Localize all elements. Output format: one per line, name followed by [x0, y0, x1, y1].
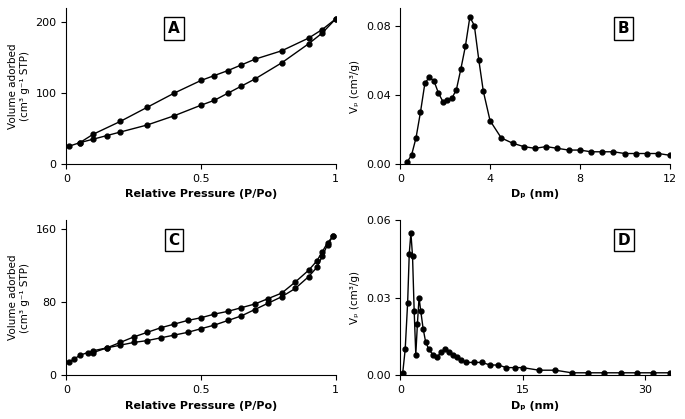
X-axis label: Dₚ (nm): Dₚ (nm) — [511, 401, 559, 411]
Y-axis label: Vₚ (cm³/g): Vₚ (cm³/g) — [350, 59, 360, 113]
X-axis label: Relative Pressure (P/Po): Relative Pressure (P/Po) — [125, 189, 277, 199]
X-axis label: Relative Pressure (P/Po): Relative Pressure (P/Po) — [125, 401, 277, 411]
Y-axis label: Vₚ (cm³/g): Vₚ (cm³/g) — [351, 271, 360, 324]
Y-axis label: Volume adorbed
(cm³ g⁻¹ STP): Volume adorbed (cm³ g⁻¹ STP) — [8, 255, 30, 340]
X-axis label: Dₚ (nm): Dₚ (nm) — [511, 189, 559, 199]
Text: D: D — [617, 233, 630, 248]
Y-axis label: Volume adorbed
(cm³ g⁻¹ STP): Volume adorbed (cm³ g⁻¹ STP) — [8, 43, 30, 129]
Text: C: C — [169, 233, 179, 248]
Text: B: B — [618, 21, 630, 36]
Text: A: A — [169, 21, 180, 36]
